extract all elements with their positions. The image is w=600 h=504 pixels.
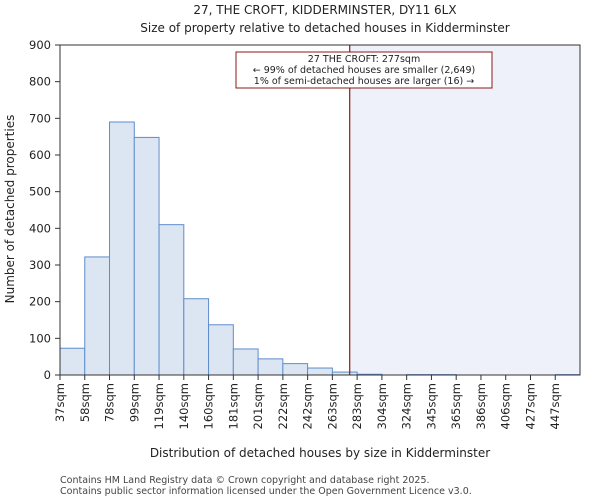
x-tick-label-263sqm: 263sqm bbox=[325, 383, 339, 429]
x-tick-label-406sqm: 406sqm bbox=[499, 383, 513, 429]
y-tick-label-500: 500 bbox=[29, 185, 51, 199]
footer-line-1: Contains HM Land Registry data © Crown c… bbox=[60, 475, 430, 486]
y-tick-label-0: 0 bbox=[44, 368, 51, 382]
x-tick-label-427sqm: 427sqm bbox=[523, 383, 537, 429]
footer-line-2: Contains public sector information licen… bbox=[60, 486, 472, 497]
annotation-line-3: 1% of semi-detached houses are larger (1… bbox=[254, 76, 474, 87]
bar-78sqm bbox=[110, 122, 135, 375]
y-tick-label-400: 400 bbox=[29, 221, 51, 235]
y-tick-label-700: 700 bbox=[29, 111, 51, 125]
annotation-line-2: ← 99% of detached houses are smaller (2,… bbox=[253, 65, 476, 76]
x-tick-label-345sqm: 345sqm bbox=[424, 383, 438, 429]
x-tick-label-58sqm: 58sqm bbox=[78, 383, 92, 422]
y-tick-label-300: 300 bbox=[29, 258, 51, 272]
x-tick-label-283sqm: 283sqm bbox=[350, 383, 364, 429]
bar-160sqm bbox=[209, 325, 234, 375]
x-tick-label-37sqm: 37sqm bbox=[53, 383, 67, 422]
bar-37sqm bbox=[60, 348, 85, 375]
bar-222sqm bbox=[283, 364, 308, 375]
x-tick-label-242sqm: 242sqm bbox=[301, 383, 315, 429]
bar-58sqm bbox=[85, 257, 110, 375]
annotation-line-1: 27 THE CROFT: 277sqm bbox=[308, 54, 420, 65]
x-tick-label-386sqm: 386sqm bbox=[474, 383, 488, 429]
annotation-box: 27 THE CROFT: 277sqm ← 99% of detached h… bbox=[236, 52, 492, 88]
x-tick-label-78sqm: 78sqm bbox=[103, 383, 117, 422]
x-tick-label-365sqm: 365sqm bbox=[449, 383, 463, 429]
y-tick-label-800: 800 bbox=[29, 75, 51, 89]
chart-subtitle: Size of property relative to detached ho… bbox=[140, 21, 510, 35]
x-tick-label-447sqm: 447sqm bbox=[548, 383, 562, 429]
x-tick-label-201sqm: 201sqm bbox=[251, 383, 265, 429]
bar-181sqm bbox=[233, 349, 258, 375]
shade-layer bbox=[350, 45, 580, 375]
x-axis-label: Distribution of detached houses by size … bbox=[150, 446, 490, 460]
x-tick-label-324sqm: 324sqm bbox=[400, 383, 414, 429]
y-tick-label-100: 100 bbox=[29, 331, 51, 345]
larger-region-shade bbox=[350, 45, 580, 375]
bar-140sqm bbox=[184, 299, 209, 375]
y-tick-label-600: 600 bbox=[29, 148, 51, 162]
bar-99sqm bbox=[134, 137, 159, 375]
x-tick-label-181sqm: 181sqm bbox=[226, 383, 240, 429]
x-tick-label-140sqm: 140sqm bbox=[177, 383, 191, 429]
chart-title: 27, THE CROFT, KIDDERMINSTER, DY11 6LX bbox=[193, 3, 456, 17]
bar-242sqm bbox=[308, 368, 333, 375]
y-tick-label-900: 900 bbox=[29, 38, 51, 52]
x-tick-label-119sqm: 119sqm bbox=[152, 383, 166, 429]
x-tick-label-160sqm: 160sqm bbox=[202, 383, 216, 429]
y-tick-label-200: 200 bbox=[29, 295, 51, 309]
bar-201sqm bbox=[258, 359, 283, 375]
bar-119sqm bbox=[159, 225, 184, 375]
x-tick-label-99sqm: 99sqm bbox=[127, 383, 141, 422]
y-axis-label: Number of detached properties bbox=[3, 115, 17, 304]
x-tick-label-304sqm: 304sqm bbox=[375, 383, 389, 429]
x-tick-label-222sqm: 222sqm bbox=[276, 383, 290, 429]
